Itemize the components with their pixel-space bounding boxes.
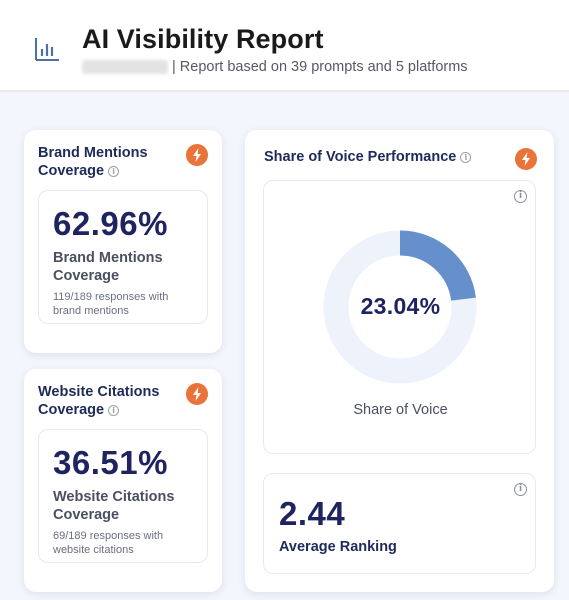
share-of-voice-donut [323,230,477,384]
metric-value: 62.96% [53,205,168,242]
share-of-voice-label: Share of Voice [353,402,448,418]
redacted-brand-name [82,60,168,74]
metric-panel: 62.96% Brand Mentions Coverage 119/189 r… [38,190,208,324]
share-of-voice-card: Share of Voice Performance i i 23.04% Sha… [245,130,554,592]
page-subtitle: | Report based on 39 prompts and 5 platf… [172,59,468,75]
metric-value: 36.51% [53,444,168,481]
share-of-voice-panel: i 23.04% Share of Voice [263,180,536,454]
info-icon[interactable]: i [108,404,120,416]
page-title: AI Visibility Report [82,24,324,54]
metric-panel: 36.51% Website Citations Coverage 69/189… [38,429,208,563]
info-icon[interactable]: i [108,165,120,177]
metric-label: Website Citations Coverage [53,489,175,523]
website-citations-card: Website Citations Coverage i 36.51% Websi… [24,369,222,592]
donut-segment [399,230,476,302]
brand-mentions-card: Brand Mentions Coverage i 62.96% Brand Me… [24,130,222,353]
bar-chart-icon [35,38,59,61]
share-of-voice-value: 23.04% [360,293,441,319]
card-title: Website Citations Coverage i [38,384,160,418]
average-ranking-panel: i 2.44 Average Ranking [263,473,536,574]
lightning-bolt-icon[interactable] [186,383,208,405]
report-header: AI Visibility Report | Report based on 3… [0,0,569,92]
info-icon[interactable]: i [514,190,527,203]
card-title: Brand Mentions Coverage i [38,145,148,179]
average-ranking-value: 2.44 [279,495,346,532]
info-icon[interactable]: i [514,483,527,496]
lightning-bolt-icon[interactable] [515,148,537,170]
metric-note: 119/189 responses with brand mentions [53,291,169,317]
metric-label: Brand Mentions Coverage [53,250,163,284]
average-ranking-label: Average Ranking [279,539,397,555]
metric-note: 69/189 responses with website citations [53,530,164,556]
lightning-bolt-icon[interactable] [186,144,208,166]
info-icon[interactable]: i [460,151,472,163]
card-title: Share of Voice Performance i [264,148,472,166]
